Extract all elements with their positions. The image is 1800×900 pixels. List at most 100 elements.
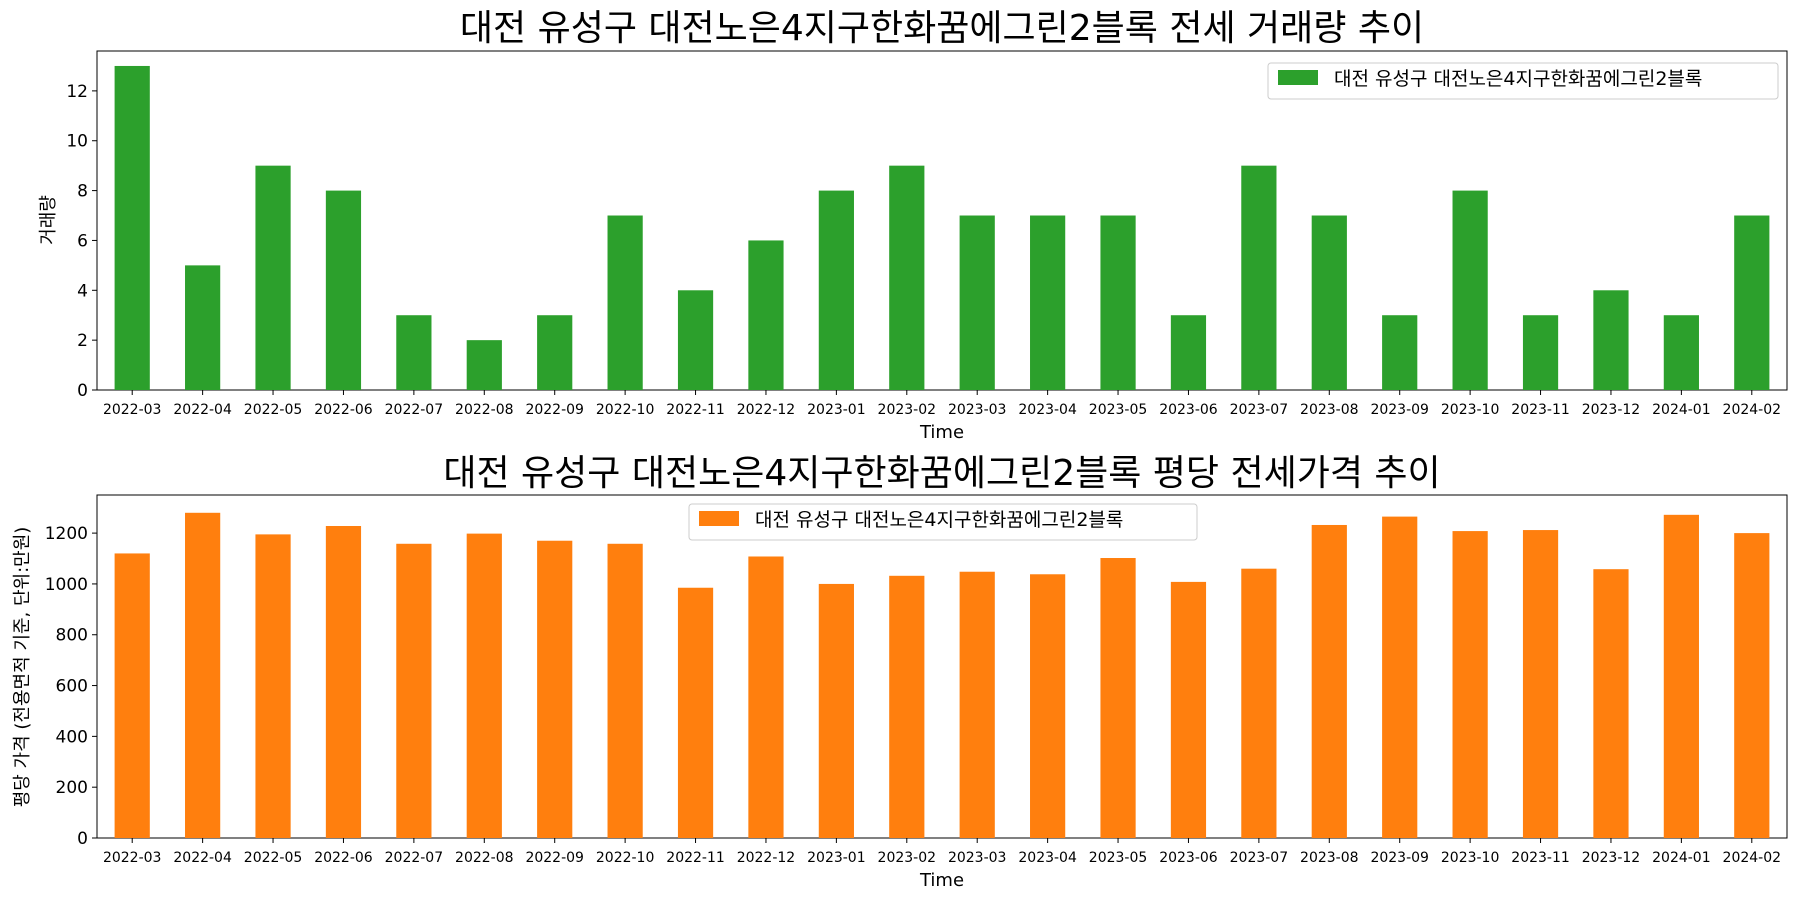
x-ticks: 2022-03 2022-04 2022-05 2022-06 2022-07 2022-… xyxy=(103,838,1781,866)
bar xyxy=(959,571,995,838)
bar xyxy=(1311,524,1347,838)
x-tick-label: 2022-05 xyxy=(244,402,303,418)
x-tick-label: 2022-03 xyxy=(103,402,162,418)
x-tick-label: 2022-04 xyxy=(173,402,232,418)
x-tick-label: 2023-06 xyxy=(1159,402,1218,418)
x-tick-label: 2022-04 xyxy=(173,850,232,866)
bar xyxy=(1734,215,1770,390)
x-tick-label: 2022-06 xyxy=(314,850,373,866)
plot-frame xyxy=(96,494,1788,839)
bar xyxy=(1663,514,1699,838)
bar xyxy=(466,340,502,390)
x-tick-label: 2022-06 xyxy=(314,402,373,418)
x-tick-label: 2022-05 xyxy=(244,850,303,866)
x-tick-label: 2023-10 xyxy=(1441,850,1500,866)
x-tick-label: 2023-11 xyxy=(1511,402,1570,418)
bar xyxy=(1241,165,1277,390)
bar xyxy=(325,526,362,838)
bar xyxy=(1030,215,1066,390)
x-tick-label: 2023-07 xyxy=(1230,850,1289,866)
x-tick-label: 2023-11 xyxy=(1511,850,1570,866)
y-tick-label: 0 xyxy=(77,381,88,401)
bar xyxy=(1170,315,1207,390)
x-ticks: 2022-03 2022-04 2022-05 2022-06 2022-07 2022-… xyxy=(103,390,1781,418)
bar xyxy=(1241,568,1277,838)
bar xyxy=(818,190,854,390)
x-tick-label: 2022-09 xyxy=(525,402,584,418)
x-tick-label: 2024-02 xyxy=(1723,402,1782,418)
bar xyxy=(1734,533,1770,838)
bar xyxy=(114,553,150,838)
x-tick-label: 2024-02 xyxy=(1723,850,1782,866)
bar xyxy=(255,534,291,838)
x-tick-label: 2022-03 xyxy=(103,850,162,866)
x-tick-label: 2022-08 xyxy=(455,850,514,866)
x-tick-label: 2023-07 xyxy=(1230,402,1289,418)
legend: 대전 유성구 대전노은4지구한화꿈에그린2블록 xyxy=(688,503,1198,541)
legend: 대전 유성구 대전노은4지구한화꿈에그린2블록 xyxy=(1267,62,1779,100)
x-tick-label: 2023-12 xyxy=(1582,850,1641,866)
bar xyxy=(325,190,362,390)
x-tick-label: 2022-10 xyxy=(596,850,655,866)
bar xyxy=(959,215,995,390)
y-ticks: 0 2 4 6 8 10 12 xyxy=(66,82,97,401)
price-per-pyeong-chart-svg: 대전 유성구 대전노은4지구한화꿈에그린2블록 평당 전세가격 추이 Time … xyxy=(12,453,1788,891)
bar xyxy=(1170,581,1207,838)
bar xyxy=(1100,215,1136,390)
bar xyxy=(114,65,150,391)
bar xyxy=(537,540,573,838)
bar xyxy=(1452,531,1488,838)
y-tick-label: 10 xyxy=(66,132,88,152)
x-tick-label: 2023-03 xyxy=(948,850,1007,866)
x-tick-label: 2022-07 xyxy=(385,850,444,866)
bar xyxy=(1452,190,1488,390)
y-tick-label: 8 xyxy=(77,182,88,202)
legend-box xyxy=(688,503,1198,541)
bar xyxy=(1522,315,1559,390)
y-tick-label: 400 xyxy=(56,727,88,747)
bar-group xyxy=(114,512,1770,838)
x-tick-label: 2023-08 xyxy=(1300,850,1359,866)
bar xyxy=(537,315,573,390)
y-tick-label: 600 xyxy=(56,677,88,697)
bar-group xyxy=(114,65,1770,391)
bar xyxy=(1382,315,1418,390)
bar xyxy=(1382,516,1418,838)
bar xyxy=(748,240,784,390)
x-tick-label: 2024-01 xyxy=(1652,402,1711,418)
legend-swatch xyxy=(1278,70,1318,85)
x-tick-label: 2022-08 xyxy=(455,402,514,418)
x-tick-label: 2023-10 xyxy=(1441,402,1500,418)
price-per-pyeong-chart: 대전 유성구 대전노은4지구한화꿈에그린2블록 평당 전세가격 추이 Time … xyxy=(0,445,1800,895)
bar xyxy=(1030,574,1066,838)
bar xyxy=(1522,530,1559,838)
x-axis-label: Time xyxy=(919,422,964,440)
bar xyxy=(889,575,925,838)
bar xyxy=(1100,558,1136,838)
bar xyxy=(1663,315,1699,390)
y-tick-label: 200 xyxy=(56,778,88,798)
legend-label: 대전 유성구 대전노은4지구한화꿈에그린2블록 xyxy=(755,509,1123,531)
x-tick-label: 2022-11 xyxy=(666,402,725,418)
x-tick-label: 2023-08 xyxy=(1300,402,1359,418)
bar xyxy=(818,583,854,838)
bar xyxy=(1593,290,1629,390)
x-tick-label: 2022-09 xyxy=(525,850,584,866)
x-tick-label: 2023-09 xyxy=(1370,402,1429,418)
x-tick-label: 2022-12 xyxy=(737,402,796,418)
y-tick-label: 4 xyxy=(77,281,88,301)
bar xyxy=(185,512,221,838)
x-tick-label: 2023-03 xyxy=(948,402,1007,418)
y-axis-label: 거래량 xyxy=(38,195,59,245)
legend-box xyxy=(1267,62,1779,100)
bar xyxy=(396,315,432,390)
x-tick-label: 2023-01 xyxy=(807,850,866,866)
plot-frame xyxy=(96,50,1788,391)
x-axis-label: Time xyxy=(919,870,964,891)
x-tick-label: 2023-09 xyxy=(1370,850,1429,866)
bar xyxy=(677,290,714,390)
y-ticks: 0 200 400 600 800 1000 1200 xyxy=(45,524,97,849)
x-tick-label: 2022-07 xyxy=(385,402,444,418)
legend-label: 대전 유성구 대전노은4지구한화꿈에그린2블록 xyxy=(1334,68,1702,90)
bar xyxy=(677,587,714,838)
